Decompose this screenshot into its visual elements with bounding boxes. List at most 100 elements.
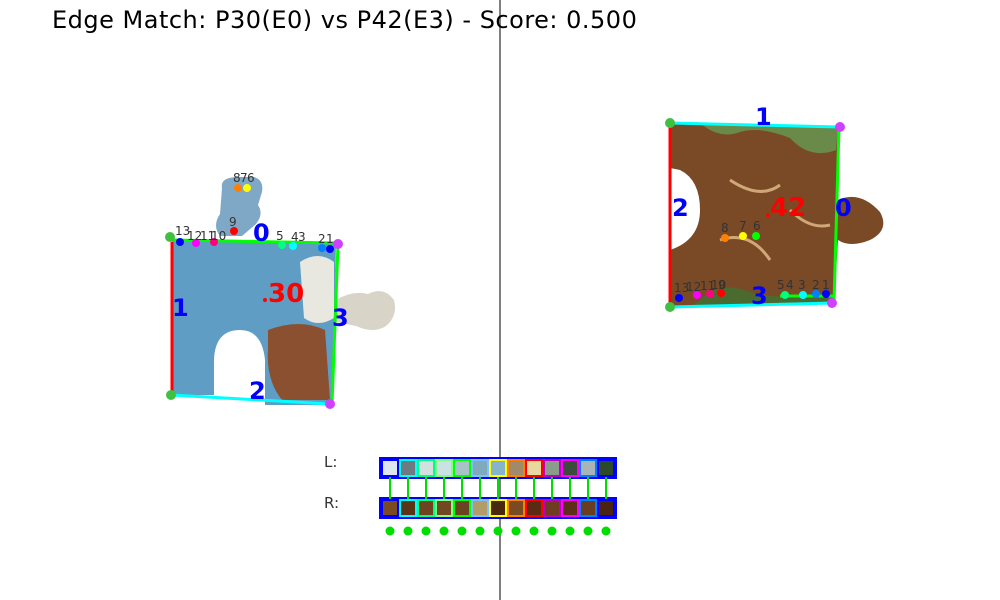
left-edge-label-3: 3 xyxy=(332,304,349,332)
left-corner-bl xyxy=(166,390,176,400)
left-point-label: 4 xyxy=(291,230,299,244)
left-point-11 xyxy=(210,238,218,246)
right-point-label: 12 xyxy=(686,280,701,294)
right-point-labels: 13 12 11 10 9 8 7 6 5 4 3 2 1 xyxy=(674,219,830,295)
left-point-9 xyxy=(230,227,238,235)
left-point-1 xyxy=(326,245,334,253)
left-strip-swatch xyxy=(471,459,489,477)
left-center-dot xyxy=(263,298,267,302)
right-point-7 xyxy=(739,232,747,240)
left-strip-swatch xyxy=(435,459,453,477)
right-point-label: 10 xyxy=(711,278,726,292)
piece-left: 13 12 11 10 9 8 7 6 5 4 3 2 1 0 1 2 3 30 xyxy=(165,171,395,409)
match-indicator-dot xyxy=(439,526,449,536)
left-point-labels: 13 12 11 10 9 8 7 6 5 4 3 2 1 xyxy=(175,171,334,246)
right-strip-swatch xyxy=(417,499,435,517)
left-strip-label: L: xyxy=(324,453,338,471)
right-point-label: 4 xyxy=(786,278,794,292)
right-point-label: 1 xyxy=(822,278,830,292)
left-strip-swatch xyxy=(399,459,417,477)
left-point-5 xyxy=(278,241,286,249)
left-point-label: 3 xyxy=(298,230,306,244)
right-strip-swatch xyxy=(399,499,417,517)
right-point-label: 3 xyxy=(798,278,806,292)
right-edge-3 xyxy=(669,301,835,309)
right-point-label: 7 xyxy=(739,219,747,233)
right-grass xyxy=(690,287,834,307)
color-strips xyxy=(379,457,617,536)
left-strip-swatch xyxy=(579,459,597,477)
right-strip-swatch xyxy=(597,499,615,517)
left-corner-tl xyxy=(165,232,175,242)
left-edge-2 xyxy=(171,393,331,406)
right-point-9 xyxy=(717,289,725,297)
match-indicator-dot xyxy=(385,526,395,536)
right-point-label: 11 xyxy=(700,279,715,293)
left-corner-tr xyxy=(333,239,343,249)
right-point-label: 8 xyxy=(721,221,729,235)
right-strip-swatch xyxy=(435,499,453,517)
left-strip-swatch xyxy=(507,459,525,477)
match-indicator-dot xyxy=(457,526,467,536)
left-edge-3 xyxy=(330,243,340,405)
left-point-label: 5 xyxy=(276,229,284,243)
right-edge-label-0: 0 xyxy=(835,194,852,222)
left-point-12 xyxy=(192,239,200,247)
right-point-12 xyxy=(693,291,701,299)
left-point-label: 2 xyxy=(318,232,326,246)
right-point-2 xyxy=(812,290,820,298)
left-point-label: 8 xyxy=(233,171,241,185)
page-title: Edge Match: P30(E0) vs P42(E3) - Score: … xyxy=(52,6,638,34)
left-point-label: 6 xyxy=(247,171,255,185)
piece-right: 13 12 11 10 9 8 7 6 5 4 3 2 1 0 1 2 3 42 xyxy=(665,103,884,312)
right-strip-label: R: xyxy=(324,494,340,512)
right-edge-label-3: 3 xyxy=(751,282,768,310)
match-indicator-dot xyxy=(403,526,413,536)
left-point-4 xyxy=(289,242,297,250)
left-point-label: 12 xyxy=(187,229,202,243)
left-point-7 xyxy=(243,184,251,192)
right-strip-swatch xyxy=(453,499,471,517)
left-creature-figure xyxy=(267,324,330,400)
right-point-13 xyxy=(675,294,683,302)
left-strip-swatch xyxy=(561,459,579,477)
left-strip-swatch xyxy=(381,459,399,477)
match-indicator-dot xyxy=(583,526,593,536)
right-strip-swatch xyxy=(579,499,597,517)
left-strip-swatch xyxy=(543,459,561,477)
match-indicator-dot xyxy=(529,526,539,536)
left-point-8 xyxy=(234,184,242,192)
right-point-6 xyxy=(752,232,760,240)
right-strip-swatch xyxy=(525,499,543,517)
right-sample-points xyxy=(675,232,830,302)
right-strip-swatch xyxy=(507,499,525,517)
right-strip-swatch xyxy=(471,499,489,517)
right-point-label: 5 xyxy=(777,278,785,292)
left-point-label: 9 xyxy=(229,215,237,229)
right-point-8 xyxy=(721,234,729,242)
right-point-label: 6 xyxy=(753,219,761,233)
left-strip-swatch xyxy=(525,459,543,477)
left-point-2 xyxy=(318,244,326,252)
match-indicator-dot xyxy=(475,526,485,536)
left-point-label: 10 xyxy=(211,229,226,243)
left-point-label: 7 xyxy=(240,171,248,185)
right-edge-label-2: 2 xyxy=(672,194,689,222)
left-strip-swatch xyxy=(417,459,435,477)
match-indicator-dot xyxy=(421,526,431,536)
right-point-5 xyxy=(781,291,789,299)
right-strip-swatch xyxy=(381,499,399,517)
left-top-tab xyxy=(216,177,263,236)
right-piece-body xyxy=(670,123,884,307)
right-corner-br xyxy=(827,298,837,308)
right-point-label: 13 xyxy=(674,281,689,295)
left-side-tab xyxy=(336,291,395,330)
right-edge-1 xyxy=(669,121,841,129)
left-strip-swatch xyxy=(453,459,471,477)
right-strip-swatch xyxy=(489,499,507,517)
left-edge-label-2: 2 xyxy=(249,377,266,405)
match-indicator-dot xyxy=(547,526,557,536)
right-corner-tl xyxy=(665,118,675,128)
match-indicator-dot xyxy=(565,526,575,536)
